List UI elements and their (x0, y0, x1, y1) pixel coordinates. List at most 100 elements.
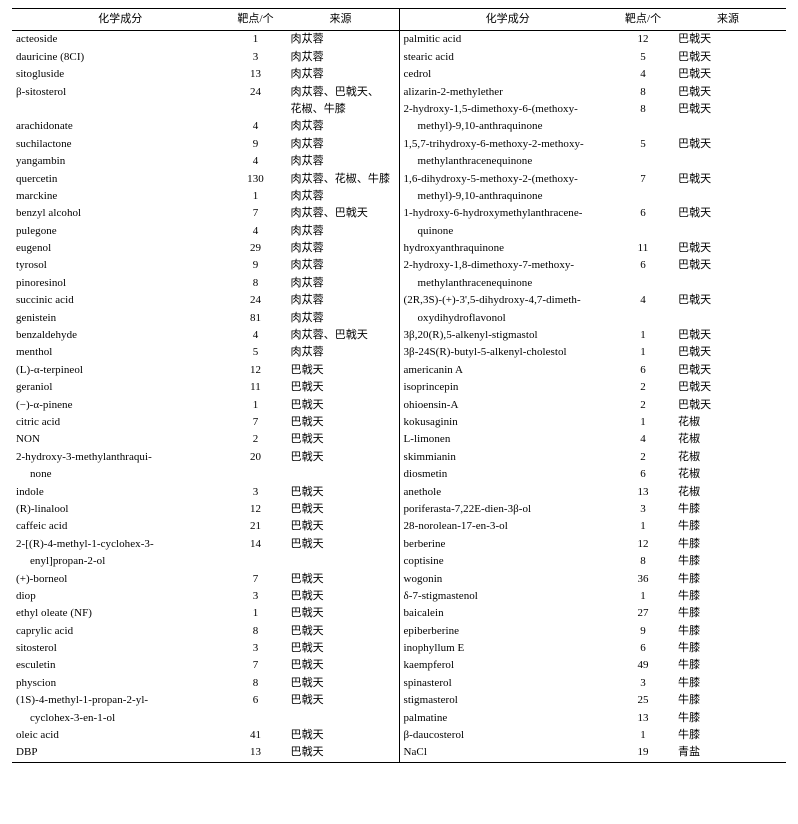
table-row: marckine1肉苁蓉 (12, 188, 399, 205)
compound-name: alizarin-2-methylether (400, 84, 616, 101)
table-row: geraniol11巴戟天 (12, 379, 399, 396)
table-row: NON2巴戟天 (12, 431, 399, 448)
header-compound: 化学成分 (12, 9, 228, 31)
source-herb: 巴戟天 (283, 571, 399, 588)
source-herb: 巴戟天 (283, 397, 399, 414)
compound-name: arachidonate (12, 118, 228, 135)
source-herb: 牛膝 (670, 553, 786, 570)
compound-name: skimmianin (400, 449, 616, 466)
target-count: 8 (228, 623, 282, 640)
target-count: 1 (228, 397, 282, 414)
source-herb: 牛膝 (670, 640, 786, 657)
source-herb: 牛膝 (670, 501, 786, 518)
compound-name: esculetin (12, 657, 228, 674)
source-herb: 肉苁蓉、巴戟天 (283, 327, 399, 344)
source-herb: 肉苁蓉 (283, 188, 399, 205)
compound-name: kaempferol (400, 657, 616, 674)
source-herb: 巴戟天 (670, 327, 786, 344)
table-row: β-sitosterol24肉苁蓉、巴戟天、 (12, 84, 399, 101)
table-row: anethole13花椒 (400, 484, 787, 501)
source-herb: 牛膝 (670, 692, 786, 709)
table-row: pinoresinol8肉苁蓉 (12, 275, 399, 292)
table-row: diop3巴戟天 (12, 588, 399, 605)
table-row: baicalein27牛膝 (400, 605, 787, 622)
compound-name: citric acid (12, 414, 228, 431)
table-row: caffeic acid21巴戟天 (12, 518, 399, 535)
table-row: coptisine8牛膝 (400, 553, 787, 570)
table-row: kokusaginin1花椒 (400, 414, 787, 431)
target-count: 1 (228, 605, 282, 622)
compound-name-cont: none (12, 466, 228, 483)
table-row: (1S)-4-methyl-1-propan-2-yl-6巴戟天 (12, 692, 399, 709)
table-row: DBP13巴戟天 (12, 744, 399, 761)
table-row: 2-hydroxy-1,5-dimethoxy-6-(methoxy-8巴戟天 (400, 101, 787, 118)
compound-name: NON (12, 431, 228, 448)
compound-name-cont: methylanthracenequinone (400, 275, 616, 292)
source-herb: 巴戟天 (283, 727, 399, 744)
table-row: quercetin130肉苁蓉、花椒、牛膝 (12, 171, 399, 188)
table-row: berberine12牛膝 (400, 536, 787, 553)
compound-name: yangambin (12, 153, 228, 170)
compound-name: pulegone (12, 223, 228, 240)
target-count: 2 (616, 397, 670, 414)
table-row: 2-hydroxy-1,8-dimethoxy-7-methoxy-6巴戟天 (400, 257, 787, 274)
table-row: δ-7-stigmastenol1牛膝 (400, 588, 787, 605)
source-herb: 肉苁蓉、巴戟天、 (283, 84, 399, 101)
source-herb: 肉苁蓉 (283, 240, 399, 257)
compound-name: anethole (400, 484, 616, 501)
source-herb: 巴戟天 (283, 518, 399, 535)
compound-name: palmatine (400, 710, 616, 727)
compound-name-cont: methylanthracenequinone (400, 153, 616, 170)
table-row: palmitic acid12巴戟天 (400, 31, 787, 48)
source-herb: 花椒 (670, 414, 786, 431)
compound-name: caprylic acid (12, 623, 228, 640)
compound-name: stearic acid (400, 49, 616, 66)
compound-name: cedrol (400, 66, 616, 83)
target-count: 7 (228, 571, 282, 588)
table-row: kaempferol49牛膝 (400, 657, 787, 674)
table-row-continuation: quinone (400, 223, 787, 240)
compound-name: quercetin (12, 171, 228, 188)
target-count: 14 (228, 536, 282, 553)
table-row: physcion8巴戟天 (12, 675, 399, 692)
table-row: succinic acid24肉苁蓉 (12, 292, 399, 309)
compound-name: spinasterol (400, 675, 616, 692)
compound-name-cont: cyclohex-3-en-1-ol (12, 710, 228, 727)
compound-source-table: 化学成分 靶点/个 来源 acteoside1肉苁蓉dauricine (8CI… (12, 8, 786, 763)
source-herb: 肉苁蓉、巴戟天 (283, 205, 399, 222)
source-herb: 肉苁蓉 (283, 223, 399, 240)
table-row: oleic acid41巴戟天 (12, 727, 399, 744)
source-herb: 肉苁蓉 (283, 344, 399, 361)
target-count: 4 (616, 292, 670, 309)
compound-name: dauricine (8CI) (12, 49, 228, 66)
compound-name: tyrosol (12, 257, 228, 274)
table-row-continuation: methyl)-9,10-anthraquinone (400, 188, 787, 205)
table-row: inophyllum E6牛膝 (400, 640, 787, 657)
table-row: 2-[(R)-4-methyl-1-cyclohex-3-14巴戟天 (12, 536, 399, 553)
target-count: 5 (228, 344, 282, 361)
table-row: wogonin36牛膝 (400, 571, 787, 588)
table-row: spinasterol3牛膝 (400, 675, 787, 692)
source-herb: 花椒 (670, 431, 786, 448)
target-count: 7 (228, 205, 282, 222)
source-herb: 牛膝 (670, 727, 786, 744)
table-row: β-daucosterol1牛膝 (400, 727, 787, 744)
source-herb: 肉苁蓉 (283, 292, 399, 309)
source-herb: 肉苁蓉 (283, 275, 399, 292)
table-row: 28-norolean-17-en-3-ol1牛膝 (400, 518, 787, 535)
target-count: 41 (228, 727, 282, 744)
table-row: genistein81肉苁蓉 (12, 310, 399, 327)
target-count: 3 (228, 484, 282, 501)
source-herb: 青盐 (670, 744, 786, 761)
table-row: stearic acid5巴戟天 (400, 49, 787, 66)
source-herb: 牛膝 (670, 623, 786, 640)
target-count: 6 (616, 205, 670, 222)
compound-name: baicalein (400, 605, 616, 622)
source-herb: 巴戟天 (283, 362, 399, 379)
target-count: 4 (616, 66, 670, 83)
source-herb: 肉苁蓉 (283, 153, 399, 170)
source-herb: 巴戟天 (670, 101, 786, 118)
compound-name: poriferasta-7,22E-dien-3β-ol (400, 501, 616, 518)
table-row: (+)-borneol7巴戟天 (12, 571, 399, 588)
compound-name: β-daucosterol (400, 727, 616, 744)
